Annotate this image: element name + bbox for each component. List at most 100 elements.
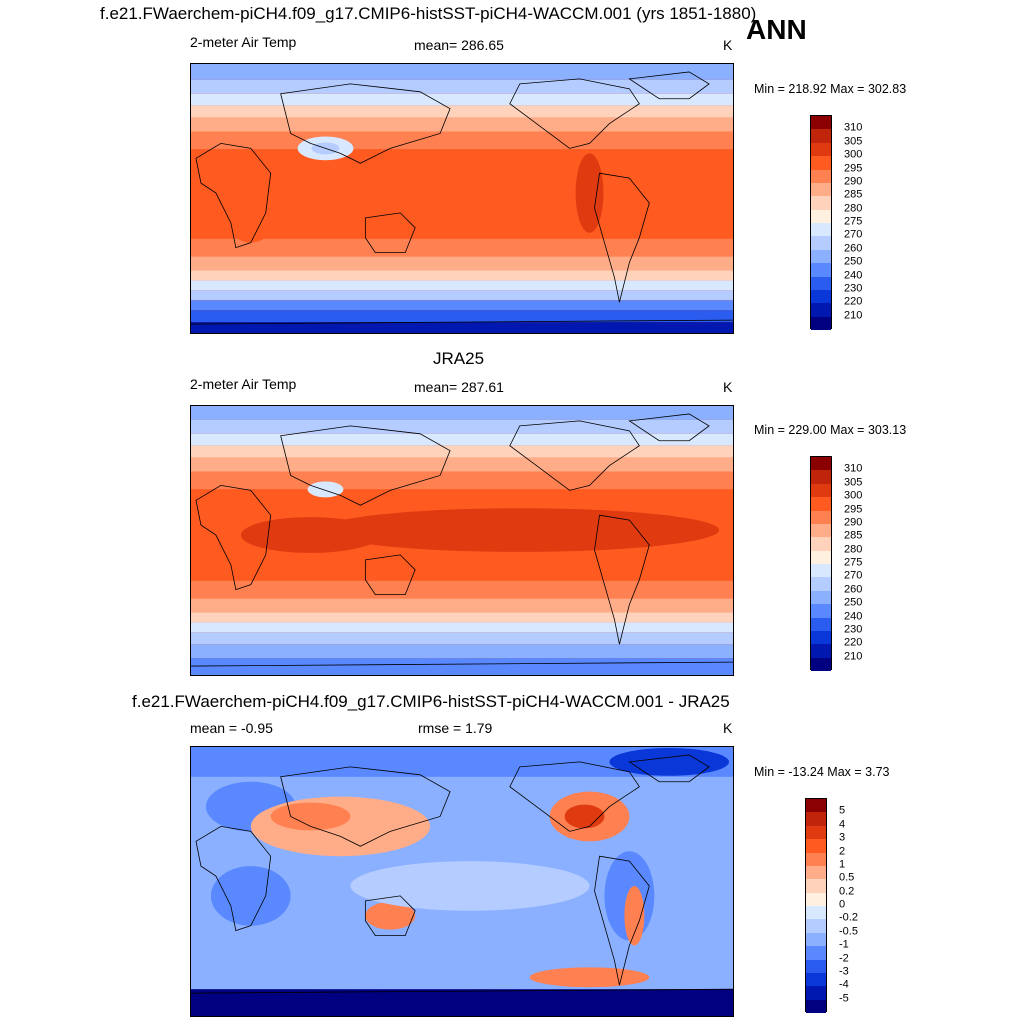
colorbar-swatch [806, 999, 826, 1013]
colorbar-tick-label: -5 [839, 992, 849, 1005]
colorbar-swatch [806, 946, 826, 960]
colorbar-swatch [811, 644, 831, 658]
colorbar-tick-label: 240 [844, 269, 863, 281]
colorbar-swatch [806, 839, 826, 853]
colorbar-tick-label: 1 [839, 858, 846, 871]
panel2-map-plot [191, 406, 733, 675]
panel3-mean-label: mean = -0.95 [190, 720, 273, 736]
colorbar-tick-label: -1 [839, 938, 849, 951]
colorbar-swatch [806, 852, 826, 866]
colorbar-swatch [811, 550, 831, 564]
colorbar-swatch [811, 276, 831, 290]
colorbar-tick-label: 305 [844, 476, 863, 489]
colorbar-swatch [811, 116, 831, 130]
colorbar-swatch [806, 972, 826, 987]
colorbar-tick-label: 220 [844, 636, 863, 649]
colorbar-swatch [811, 142, 831, 157]
colorbar-tick-label: 0.2 [839, 885, 855, 898]
colorbar-tick-label: 2 [839, 845, 846, 857]
colorbar-swatch [806, 932, 826, 947]
panel2-mean-label: mean= 287.61 [414, 379, 504, 395]
colorbar-swatch [806, 799, 826, 813]
colorbar-swatch [811, 577, 831, 591]
figure-title: f.e21.FWaerchem-piCH4.f09_g17.CMIP6-hist… [100, 4, 757, 23]
panel1-colorbar-swatches [810, 115, 832, 330]
panel2-minmax: Min = 229.00 Max = 303.13 [754, 423, 907, 437]
panel3-colorbar: 5 4 3 2 1 0.5 0.2 0 -0.2 -0.5 -1 -2 -3 -4 -5 [805, 798, 858, 1013]
colorbar-tick-label: 310 [844, 462, 863, 475]
colorbar-tick-label: -3 [839, 965, 849, 978]
colorbar-swatch [806, 879, 826, 893]
panel2-colorbar: 310 305 300 295 290 285 280 275 270 260 250 240 230 2… [810, 456, 862, 671]
panel3-colorbar-swatches [805, 798, 827, 1013]
season-label: ANN [746, 14, 807, 45]
colorbar-swatch [811, 156, 831, 170]
panel1-map-plot [191, 64, 733, 333]
colorbar-tick-label: 250 [844, 596, 863, 609]
colorbar-tick-label: 280 [844, 543, 863, 556]
colorbar-swatch [811, 303, 831, 317]
colorbar-tick-label: 0 [839, 898, 846, 911]
colorbar-swatch [811, 523, 831, 538]
colorbar-tick-label: 295 [844, 503, 863, 515]
colorbar-tick-label: 300 [844, 148, 863, 161]
colorbar-tick-label: 285 [844, 529, 863, 542]
colorbar-swatch [811, 604, 831, 618]
colorbar-swatch [811, 129, 831, 143]
colorbar-tick-label: 210 [844, 309, 863, 322]
panel1-units: K [723, 37, 733, 53]
panel3-title: f.e21.FWaerchem-piCH4.f09_g17.CMIP6-hist… [132, 692, 730, 711]
colorbar-swatch [811, 590, 831, 605]
panel2-colorbar-swatches [810, 456, 832, 671]
colorbar-swatch [811, 223, 831, 237]
colorbar-tick-label: 300 [844, 489, 863, 502]
colorbar-tick-label: 210 [844, 650, 863, 663]
colorbar-swatch [811, 196, 831, 210]
colorbar-tick-label: 310 [844, 121, 863, 134]
colorbar-swatch [811, 457, 831, 471]
colorbar-swatch [806, 986, 826, 1000]
colorbar-swatch [811, 182, 831, 197]
panel3-minmax: Min = -13.24 Max = 3.73 [754, 765, 890, 779]
colorbar-tick-label: 260 [844, 242, 863, 255]
panel3-units: K [723, 720, 733, 736]
colorbar-swatch [811, 617, 831, 631]
colorbar-tick-label: 230 [844, 282, 863, 295]
colorbar-tick-label: 270 [844, 228, 863, 241]
colorbar-swatch [806, 919, 826, 933]
colorbar-tick-label: 295 [844, 162, 863, 174]
colorbar-swatch [811, 497, 831, 511]
colorbar-swatch [806, 906, 826, 920]
colorbar-tick-label: -2 [839, 952, 849, 964]
panel1-minmax: Min = 218.92 Max = 302.83 [754, 82, 907, 96]
colorbar-swatch [811, 289, 831, 304]
colorbar-tick-label: 285 [844, 188, 863, 201]
panel2-units: K [723, 379, 733, 395]
colorbar-swatch [811, 209, 831, 223]
colorbar-tick-label: 3 [839, 831, 846, 844]
colorbar-tick-label: 250 [844, 255, 863, 268]
panel1-variable-label: 2-meter Air Temp [190, 34, 297, 50]
panel2-map [190, 405, 734, 676]
colorbar-swatch [811, 510, 831, 524]
colorbar-swatch [811, 470, 831, 484]
colorbar-swatch [806, 959, 826, 973]
colorbar-tick-label: 220 [844, 295, 863, 308]
panel1-colorbar: 310 305 300 295 290 285 280 275 270 260 250 240 230 2… [810, 115, 862, 330]
colorbar-swatch [806, 812, 826, 826]
colorbar-tick-label: 275 [844, 215, 863, 228]
panel3-map [190, 746, 734, 1017]
colorbar-tick-label: 270 [844, 569, 863, 582]
colorbar-swatch [806, 825, 826, 840]
panel3-rmse-label: rmse = 1.79 [418, 720, 493, 736]
panel3-map-plot [191, 747, 733, 1016]
colorbar-tick-label: 290 [844, 175, 863, 188]
panel2-variable-label: 2-meter Air Temp [190, 376, 297, 392]
colorbar-swatch [806, 865, 826, 880]
colorbar-tick-label: -4 [839, 978, 849, 991]
colorbar-tick-label: 240 [844, 610, 863, 622]
colorbar-swatch [811, 316, 831, 330]
colorbar-tick-label: 275 [844, 556, 863, 569]
colorbar-tick-label: 5 [839, 804, 846, 817]
colorbar-tick-label: 290 [844, 516, 863, 529]
